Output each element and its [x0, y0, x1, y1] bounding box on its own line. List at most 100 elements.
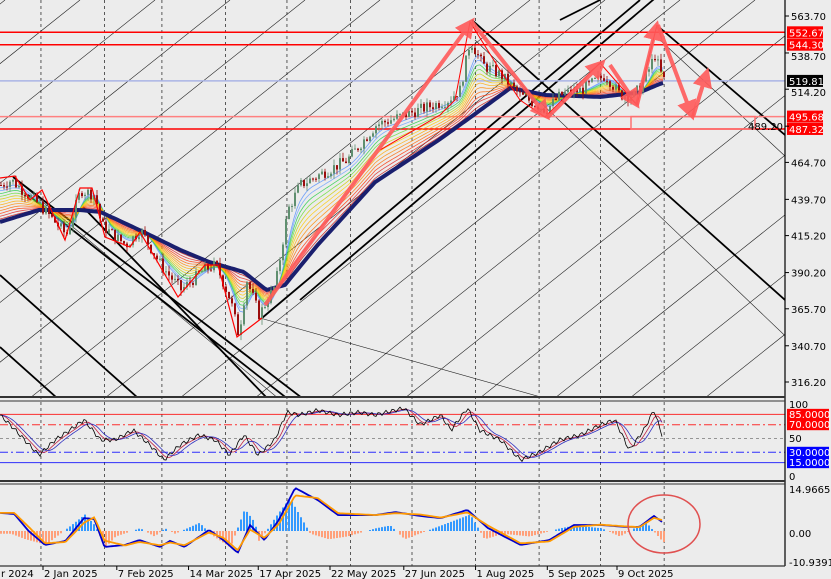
- macd-histogram-bar: [345, 531, 347, 537]
- macd-axis-label: 0.00: [789, 529, 811, 540]
- candle-body: [315, 178, 317, 180]
- macd-histogram-bar: [585, 526, 587, 531]
- macd-histogram-bar: [162, 529, 164, 531]
- candle-body: [168, 271, 170, 276]
- candle-body: [120, 234, 122, 242]
- macd-histogram-bar: [159, 531, 161, 533]
- macd-histogram-bar: [48, 531, 50, 543]
- candle-body: [84, 194, 86, 197]
- candle-body: [342, 158, 344, 162]
- macd-panel[interactable]: [0, 487, 701, 554]
- macd-histogram-bar: [195, 524, 197, 531]
- candle-body: [192, 282, 194, 285]
- candle-body: [96, 195, 98, 204]
- candle-body: [186, 282, 188, 288]
- candle-body: [396, 114, 398, 119]
- candle-body: [648, 69, 650, 72]
- macd-histogram-bar: [45, 531, 47, 545]
- candle-body: [165, 271, 167, 273]
- macd-histogram-bar: [171, 531, 173, 533]
- candle-body: [33, 194, 35, 196]
- price-panel[interactable]: [0, 0, 831, 500]
- macd-histogram-bar: [558, 528, 560, 531]
- candle-body: [219, 263, 221, 276]
- macd-histogram-bar: [378, 527, 380, 531]
- trendline-thin: [0, 0, 156, 124]
- candle-body: [159, 258, 161, 260]
- macd-histogram-bar: [519, 531, 521, 536]
- candle-body: [267, 302, 269, 308]
- candle-body: [264, 307, 266, 309]
- macd-histogram-bar: [456, 519, 458, 531]
- macd-histogram-bar: [108, 531, 110, 544]
- candle-body: [378, 124, 380, 127]
- candle-body: [522, 92, 524, 95]
- macd-histogram-bar: [96, 529, 98, 531]
- price-tick-label: 489.20: [748, 122, 783, 133]
- candle-body: [147, 235, 149, 245]
- time-axis-label: 14 Mar 2025: [190, 569, 253, 579]
- macd-histogram-bar: [315, 531, 317, 536]
- macd-histogram-bar: [15, 531, 17, 536]
- candle-body: [348, 156, 350, 164]
- macd-histogram-bar: [627, 531, 629, 532]
- macd-histogram-bar: [648, 525, 650, 531]
- candle-body: [249, 282, 251, 289]
- trendline-thin: [0, 0, 381, 303]
- macd-histogram-bar: [150, 531, 152, 535]
- moving-average-line: [0, 81, 664, 293]
- rsi-level-label: 50: [789, 434, 802, 445]
- macd-histogram-bar: [258, 531, 260, 541]
- candle-body: [222, 275, 224, 287]
- macd-histogram-bar: [429, 529, 431, 531]
- candle-body: [549, 105, 551, 115]
- candle-body: [612, 86, 614, 90]
- macd-histogram-bar: [87, 517, 89, 531]
- macd-histogram-bar: [579, 526, 581, 531]
- candle-body: [303, 180, 305, 187]
- candle-body: [408, 110, 410, 118]
- candle-body: [477, 54, 479, 56]
- macd-histogram-bar: [141, 529, 143, 531]
- candle-body: [435, 103, 437, 110]
- candle-body: [369, 136, 371, 141]
- macd-histogram-bar: [117, 531, 119, 536]
- candle-body: [30, 195, 32, 199]
- candle-body: [132, 236, 134, 246]
- zigzag-line: [0, 175, 263, 339]
- macd-histogram-bar: [564, 527, 566, 531]
- macd-histogram-bar: [600, 528, 602, 531]
- candle-body: [579, 87, 581, 93]
- trendline-thin: [12, 176, 278, 397]
- price-tick-label: 390.20: [791, 269, 826, 280]
- macd-histogram-bar: [591, 527, 593, 531]
- macd-histogram-bar: [495, 531, 497, 536]
- price-level-badge: [787, 122, 823, 135]
- macd-histogram-bar: [375, 528, 377, 531]
- candle-body: [618, 84, 620, 91]
- candle-body: [432, 107, 434, 110]
- candle-body: [528, 95, 530, 101]
- price-tick-label: 365.70: [791, 305, 826, 316]
- macd-histogram-bar: [516, 531, 518, 536]
- rsi-axis-min: 0: [789, 472, 795, 483]
- candle-body: [42, 201, 44, 214]
- candle-body: [294, 192, 296, 207]
- candle-body: [216, 261, 218, 264]
- macd-histogram-bar: [492, 531, 494, 537]
- trendline-thin: [0, 0, 306, 244]
- ribbon-ma-line: [0, 76, 664, 297]
- projection-arrow: [635, 20, 663, 106]
- rsi-level-label: 85.0000: [789, 410, 830, 421]
- rsi-panel[interactable]: [0, 406, 785, 464]
- macd-histogram-bar: [555, 529, 557, 531]
- candle-body: [387, 122, 389, 124]
- macd-histogram-bar: [6, 531, 8, 534]
- time-axis-label: 22 May 2025: [331, 569, 396, 579]
- candle-body: [99, 203, 101, 219]
- trendline-thin: [105, 0, 606, 397]
- price-tick-label: 316.20: [791, 378, 826, 389]
- macd-histogram-bar: [486, 531, 488, 539]
- macd-histogram-bar: [165, 528, 167, 531]
